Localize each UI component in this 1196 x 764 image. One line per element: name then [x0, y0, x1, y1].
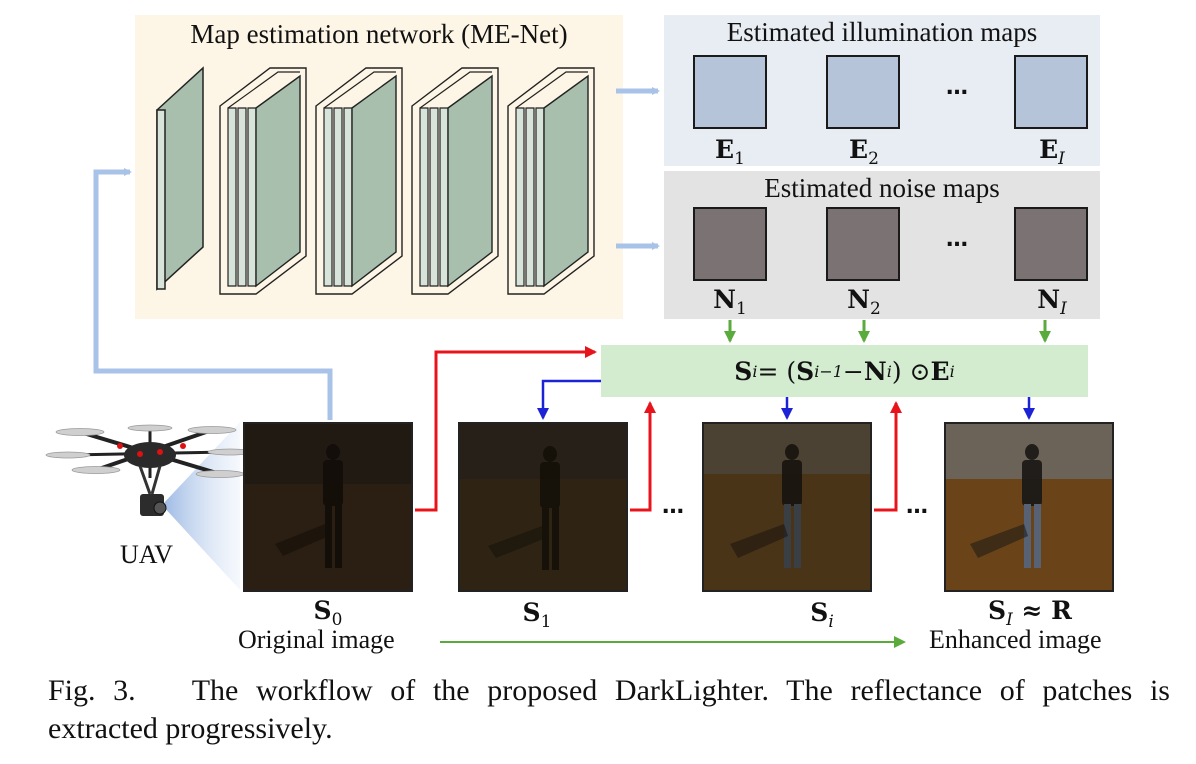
caption-text: The workflow of the proposed DarkLighter… [48, 674, 1170, 745]
illumination-title: Estimated illumination maps [726, 17, 1038, 47]
noise-label-1: N1 [713, 285, 747, 319]
input-layer [156, 66, 204, 291]
uav-drone-icon [45, 424, 253, 516]
illumination-ellipsis: … [946, 75, 968, 100]
label-sI-approx-R: SI ≈ R [988, 596, 1072, 630]
image-sI [944, 422, 1114, 592]
enhanced-image-label: Enhanced image [929, 625, 1102, 654]
label-s0: S0 [313, 596, 343, 630]
uav-label: UAV [120, 540, 173, 569]
illumination-label-2: E2 [849, 135, 879, 169]
noise-map-2 [826, 207, 900, 281]
layer-block-2 [315, 67, 403, 295]
illumination-map-2 [826, 55, 900, 129]
layer-block-1 [219, 67, 307, 295]
original-image-label: Original image [238, 625, 395, 654]
noise-title: Estimated noise maps [764, 173, 1000, 203]
noise-label-2: N2 [847, 285, 881, 319]
images-ellipsis-1: … [662, 494, 684, 519]
figure-caption: Fig. 3. The workflow of the proposed Dark… [48, 672, 1170, 748]
image-si [702, 422, 872, 592]
blue-arrows [537, 379, 1035, 420]
noise-map-I [1014, 207, 1088, 281]
image-s1 [458, 422, 628, 592]
image-s0 [243, 422, 413, 592]
label-si: Si [810, 598, 834, 632]
noise-map-1 [693, 207, 767, 281]
network-layers [156, 66, 595, 295]
update-formula: Si = (​Si−1 − Ni) ⊙ Ei [734, 356, 955, 386]
illumination-map-I [1014, 55, 1088, 129]
illumination-maps-panel: Estimated illumination maps … E1 E2 EI [664, 15, 1100, 169]
layer-block-4 [507, 67, 595, 295]
camera-view-cone [162, 422, 240, 590]
noise-maps-panel: Estimated noise maps … N1 N2 NI [664, 171, 1100, 319]
images-ellipsis-2: … [906, 494, 928, 519]
me-net-title: Map estimation network (ME-Net) [190, 19, 568, 49]
update-formula-box: Si = (​Si−1 − Ni) ⊙ Ei [601, 345, 1088, 397]
illumination-label-1: E1 [715, 135, 745, 169]
light-blue-arrows [93, 87, 660, 420]
illumination-label-I: EI [1039, 135, 1065, 169]
illumination-map-1 [693, 55, 767, 129]
noise-ellipsis: … [946, 227, 968, 252]
green-arrows [440, 320, 1051, 648]
figure-number: Fig. 3. [48, 674, 136, 707]
noise-label-I: NI [1037, 285, 1067, 319]
layer-block-3 [411, 67, 499, 295]
label-s1: S1 [522, 598, 552, 632]
red-arrows [415, 346, 902, 512]
